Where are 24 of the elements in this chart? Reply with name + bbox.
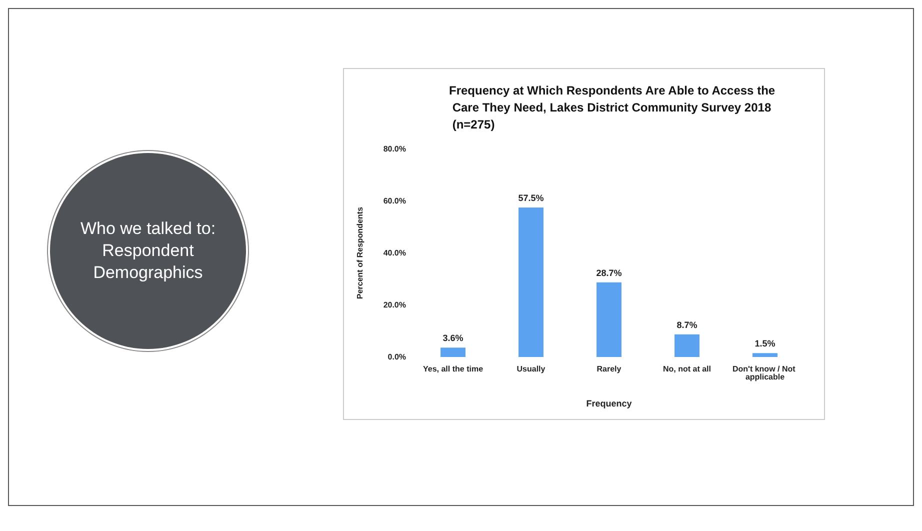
bar — [596, 282, 622, 357]
data-label: 57.5% — [518, 193, 544, 203]
y-axis-title: Percent of Respondents — [356, 206, 364, 300]
bar — [518, 208, 544, 357]
bar — [752, 353, 778, 357]
x-axis-title: Frequency — [586, 398, 632, 408]
circle-badge: Who we talked to: Respondent Demographics — [50, 153, 246, 349]
y-tick-label: 80.0% — [383, 144, 406, 154]
data-label: 28.7% — [596, 268, 622, 278]
x-tick-label: Usually — [516, 364, 546, 374]
x-tick-label: Rarely — [596, 364, 622, 374]
y-tick-label: 60.0% — [383, 196, 406, 206]
bar — [440, 348, 466, 357]
y-tick-label: 20.0% — [383, 300, 406, 310]
y-tick-label: 40.0% — [383, 248, 406, 258]
chart-title: Frequency at Which Respondents Are Able to Access the Care They Need, Lakes District Community Survey 2018 (n=275) — [449, 84, 776, 132]
x-tick-label: Yes, all the time — [422, 364, 484, 374]
bar — [674, 334, 700, 357]
data-label: 3.6% — [442, 333, 464, 344]
y-tick-label: 0.0% — [388, 352, 406, 362]
data-label: 8.7% — [676, 320, 698, 330]
data-label: 1.5% — [754, 338, 776, 349]
x-tick-label: No, not at all — [663, 364, 711, 374]
x-tick-label: Don't know / Not applicable — [732, 364, 798, 382]
